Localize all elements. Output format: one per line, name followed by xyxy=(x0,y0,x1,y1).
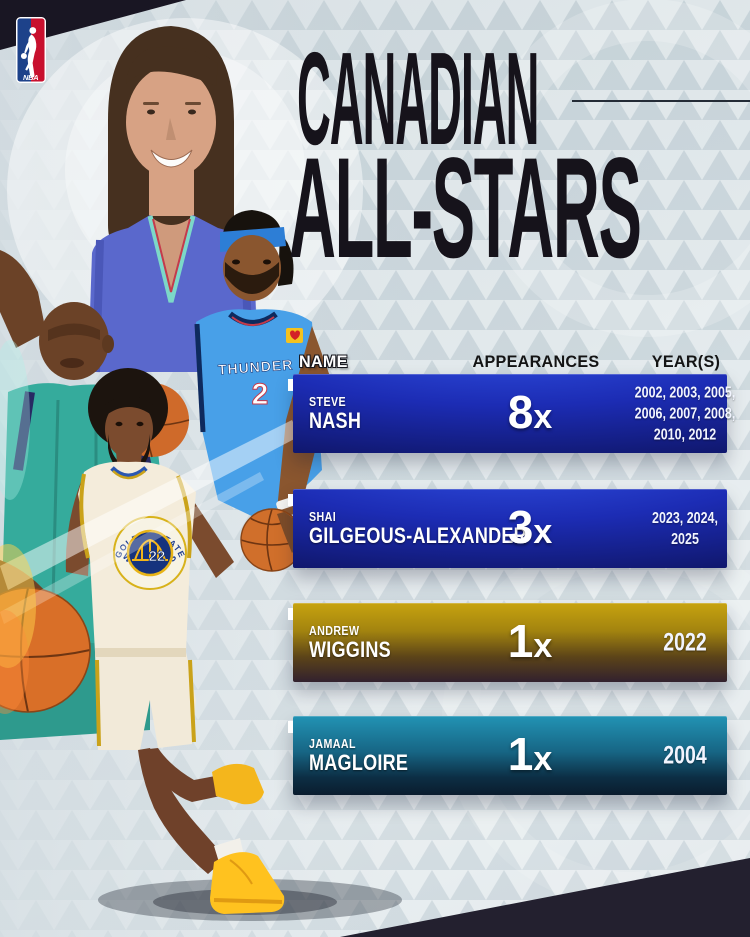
appearances-value: 8x xyxy=(508,384,553,438)
appearances-suffix: x xyxy=(533,626,553,665)
player-first-name: STEVE xyxy=(309,393,347,409)
years-value: 2023, 2024, 2025 xyxy=(652,507,718,549)
appearances-number: 3 xyxy=(507,500,534,553)
player-last-name: NASH xyxy=(309,408,362,434)
years-value: 2022 xyxy=(663,626,706,659)
table-row-jamaal-magloire: JAMAAL MAGLOIRE 1x 2004 xyxy=(288,716,727,795)
years-line: 2010, 2012 xyxy=(653,426,717,444)
wiggins-legs xyxy=(98,748,402,921)
years-line: 2022 xyxy=(663,628,707,656)
light-leak-yellow xyxy=(0,544,36,668)
player-name: STEVE NASH xyxy=(309,393,373,434)
table-row-steve-nash: STEVE NASH 8x 2002, 2003, 2005, 2006, 20… xyxy=(288,374,735,453)
table-row-shai-gilgeous-alexander: SHAI GILGEOUS-ALEXANDER 3x 2023, 2024, 2… xyxy=(288,489,727,568)
poster-title-line2: ALL-STARS xyxy=(289,129,642,288)
column-header-years: YEAR(S) xyxy=(651,352,721,371)
years-line: 2023, 2024, xyxy=(652,509,718,527)
player-name: JAMAAL MAGLOIRE xyxy=(309,735,430,776)
wiggins-jersey-number-text: 22 xyxy=(149,548,166,565)
player-name: SHAI GILGEOUS-ALEXANDER xyxy=(309,508,575,549)
appearances-value: 3x xyxy=(508,499,553,553)
appearances-value: 1x xyxy=(508,726,553,780)
light-leak-orange xyxy=(0,610,29,714)
light-leak-teal xyxy=(0,340,30,500)
years-value: 2002, 2003, 2005, 2006, 2007, 2008, 2010… xyxy=(635,382,736,445)
photo-andrew-wiggins: GOLDEN STATE WARRIORS 22 xyxy=(65,368,234,750)
poster-title-line1: CANADIAN xyxy=(297,25,539,172)
bottom-right-wedge xyxy=(340,858,750,937)
player-last-name: WIGGINS xyxy=(309,637,391,663)
table-row-andrew-wiggins: ANDREW WIGGINS 1x 2022 xyxy=(288,603,727,682)
appearances-value: 1x xyxy=(508,613,553,667)
player-name: ANDREW WIGGINS xyxy=(309,622,409,663)
column-header-name: NAME xyxy=(299,352,348,371)
years-line: 2006, 2007, 2008, xyxy=(634,404,736,422)
player-first-name: ANDREW xyxy=(309,622,360,638)
nba-logo-red-half xyxy=(31,18,45,82)
appearances-suffix: x xyxy=(533,512,553,551)
appearances-suffix: x xyxy=(533,739,553,778)
player-first-name: JAMAAL xyxy=(309,735,356,751)
years-line: 2002, 2003, 2005, xyxy=(634,383,736,401)
nba-logo: NBA xyxy=(16,17,46,83)
column-header-appearances: APPEARANCES xyxy=(472,352,600,371)
sga-jersey-number-text: 2 xyxy=(252,378,269,411)
nba-logo-wordmark: NBA xyxy=(23,73,38,82)
years-line: 2025 xyxy=(671,530,699,548)
appearances-number: 1 xyxy=(507,614,534,667)
years-value: 2004 xyxy=(663,739,706,772)
top-left-wedge xyxy=(0,0,186,50)
appearances-number: 1 xyxy=(507,727,534,780)
appearances-number: 8 xyxy=(507,385,534,438)
player-last-name: MAGLOIRE xyxy=(309,750,409,776)
appearances-suffix: x xyxy=(533,397,553,436)
sga-jersey-team-text: THUNDER xyxy=(217,356,293,377)
player-last-name: GILGEOUS-ALEXANDER xyxy=(309,523,527,549)
player-first-name: SHAI xyxy=(309,508,337,524)
light-streak xyxy=(0,420,300,590)
years-line: 2004 xyxy=(663,741,707,769)
nba-logo-player-silhouette xyxy=(20,27,37,78)
title-rule-line xyxy=(572,100,750,102)
